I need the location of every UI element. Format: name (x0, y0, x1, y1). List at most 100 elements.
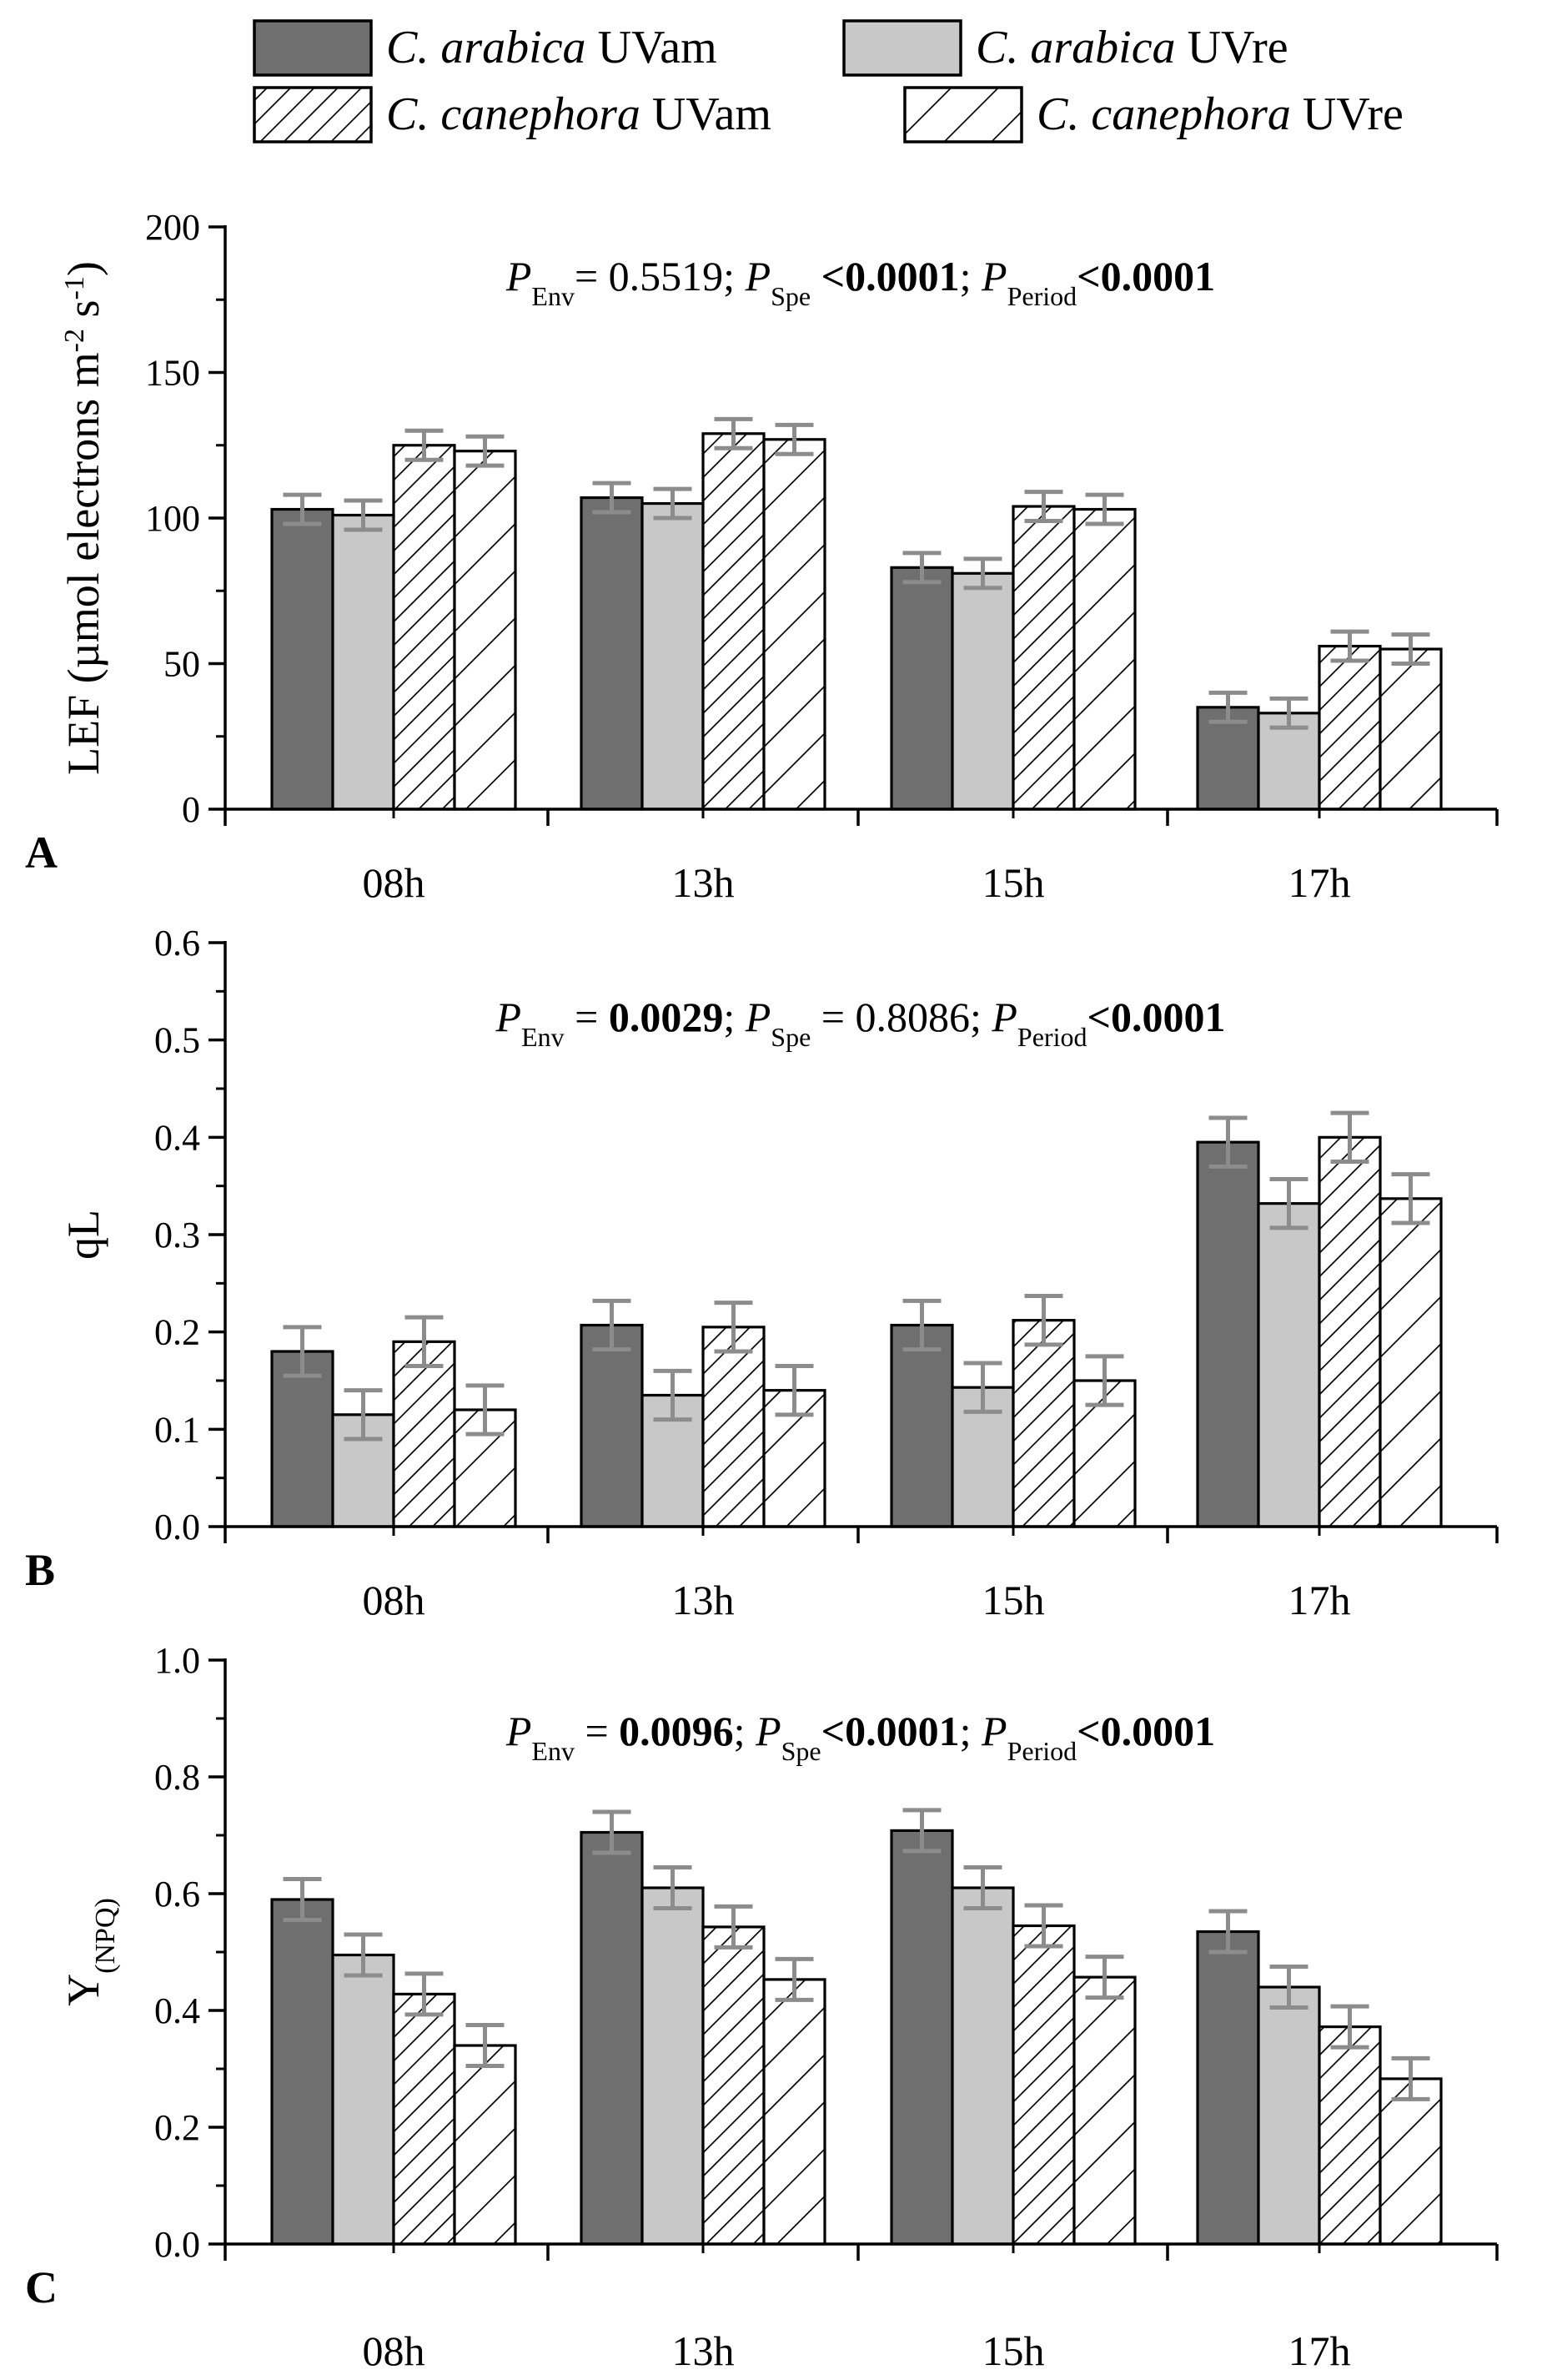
errorbar-cc_am-13h (714, 416, 753, 450)
errorbar-cc_re-17h (1391, 1172, 1430, 1225)
bar-ca_re-13h (640, 1886, 705, 2246)
bar-ca_am-08h (270, 507, 334, 811)
bar-cc_re-13h (762, 438, 826, 811)
errorbar-cc_re-17h (1391, 2055, 1430, 2101)
errorbar-ca_am-15h (902, 1298, 942, 1352)
legend-swatch (903, 86, 1023, 143)
errorbar-ca_re-08h (344, 498, 383, 532)
category-label-13h: 13h (672, 859, 735, 906)
bar-cc_am-13h (701, 1925, 766, 2246)
errorbar-ca_am-15h (902, 1808, 942, 1854)
errorbar-cc_re-08h (465, 1383, 505, 1437)
y-tick-label: 0.2 (154, 2107, 200, 2148)
y-tick-label: 0.6 (154, 923, 200, 964)
legend-item-ca_am: C. arabica UVam (253, 19, 717, 77)
bar-ca_re-15h (951, 1886, 1015, 2246)
errorbar-cc_re-13h (775, 1956, 814, 2002)
bar-ca_re-17h (1257, 1985, 1321, 2246)
errorbar-cc_am-08h (404, 1315, 444, 1368)
category-label-15h: 15h (982, 2327, 1045, 2374)
bar-cc_re-17h (1379, 2077, 1443, 2246)
y-tick-label: 100 (145, 498, 200, 539)
y-tick-label: 150 (145, 353, 200, 394)
errorbar-cc_am-15h (1024, 1903, 1063, 1949)
errorbar-cc_re-15h (1085, 1955, 1124, 2000)
y-tick-label: 50 (163, 644, 200, 685)
bar-ca_re-17h (1257, 1202, 1321, 1528)
bar-ca_am-08h (270, 1898, 334, 2246)
panel-c: 0.0 0.2 0.4 0.6 0.8 1.0 08h 13h 15h 17h C Y(NPQ) PEn… (25, 1640, 1499, 2374)
bar-cc_re-08h (453, 450, 517, 811)
y-tick-label: 0.1 (154, 1409, 200, 1450)
legend-swatch (253, 19, 373, 77)
y-tick-label: 200 (145, 207, 200, 248)
bar-cc_am-13h (701, 432, 766, 811)
errorbar-ca_re-13h (653, 1865, 692, 1910)
errorbar-ca_re-17h (1269, 1177, 1308, 1230)
errorbar-cc_re-15h (1085, 1354, 1124, 1407)
bar-ca_am-13h (580, 1830, 644, 2246)
legend-swatch (253, 86, 373, 143)
errorbar-ca_re-13h (653, 486, 692, 521)
errorbar-cc_am-13h (714, 1301, 753, 1354)
y-tick-label: 0.0 (154, 1507, 200, 1547)
panel-b: 0.0 0.1 0.2 0.3 0.4 0.5 0.6 08h 13h 15h 17h BqL PEnv… (25, 923, 1499, 1623)
errorbar-ca_am-08h (283, 1877, 322, 1922)
panel-letter: C (25, 2262, 58, 2312)
y-axis-title: Y(NPQ) (58, 1898, 121, 2006)
category-label-15h: 15h (982, 1577, 1045, 1623)
category-label-13h: 13h (672, 1577, 735, 1623)
errorbar-ca_am-08h (283, 1325, 322, 1378)
y-tick-label: 0.6 (154, 1874, 200, 1915)
chart-legend: C. arabica UVam C. arabica UVre C. canepho… (253, 19, 1404, 143)
errorbar-ca_re-08h (344, 1932, 383, 1978)
legend-label: C. arabica UVam (386, 22, 717, 73)
bar-ca_re-08h (331, 1953, 395, 2246)
y-tick-label: 1.0 (154, 1640, 200, 1681)
legend-label: C. canephora UVam (386, 88, 771, 140)
errorbar-ca_am-17h (1208, 690, 1248, 724)
legend-label: C. arabica UVre (976, 22, 1288, 73)
y-tick-label: 0.3 (154, 1215, 200, 1255)
errorbar-cc_re-08h (465, 2023, 505, 2068)
legend-item-cc_re: C. canephora UVre (903, 86, 1404, 143)
errorbar-ca_am-13h (592, 1809, 631, 1855)
errorbar-ca_am-17h (1208, 1115, 1248, 1169)
stats-annotation: PEnv= 0.5519; PSpe <0.0001; PPeriod<0.00… (505, 253, 1215, 311)
bar-ca_am-17h (1196, 1930, 1260, 2246)
errorbar-ca_re-13h (653, 1368, 692, 1422)
bar-cc_re-08h (453, 2044, 517, 2246)
bar-ca_re-13h (640, 501, 705, 811)
bar-cc_am-17h (1318, 644, 1382, 811)
stats-annotation: PEnv = 0.0096; PSpe<0.0001; PPeriod<0.00… (505, 1708, 1215, 1766)
category-label-08h: 08h (363, 859, 425, 906)
panel-letter: A (25, 828, 58, 878)
category-label-17h: 17h (1288, 1577, 1351, 1623)
category-label-17h: 17h (1288, 859, 1351, 906)
bar-cc_re-13h (762, 1978, 826, 2246)
category-label-08h: 08h (363, 2327, 425, 2374)
bar-cc_re-15h (1072, 1975, 1137, 2246)
y-axis-title: qL (58, 1210, 108, 1260)
errorbar-ca_re-08h (344, 1388, 383, 1442)
bar-ca_am-08h (270, 1350, 334, 1528)
errorbar-ca_am-13h (592, 481, 631, 515)
errorbar-cc_re-17h (1391, 632, 1430, 666)
bar-cc_am-08h (392, 1992, 456, 2246)
y-tick-label: 0.4 (154, 1117, 200, 1158)
category-label-15h: 15h (982, 859, 1045, 906)
category-label-17h: 17h (1288, 2327, 1351, 2374)
bar-cc_am-15h (1012, 505, 1076, 811)
y-tick-label: 0.5 (154, 1020, 200, 1061)
y-tick-label: 0.0 (154, 2224, 200, 2265)
errorbar-ca_am-17h (1208, 1909, 1248, 1955)
panel-a: 0 50 100 150 200 08h 13h 15h 17h A LEF (µmol elect… (25, 207, 1499, 906)
bar-cc_am-13h (701, 1326, 766, 1528)
bar-ca_am-15h (890, 1829, 954, 2246)
chart-panels: 0 50 100 150 200 08h 13h 15h 17h A LEF (µmol elect… (25, 207, 1499, 2374)
bar-cc_re-15h (1072, 507, 1137, 811)
bar-cc_am-15h (1012, 1924, 1076, 2246)
legend-swatch (842, 19, 962, 77)
y-axis-title: LEF (µmol electrons m-2 s-1) (58, 261, 108, 775)
errorbar-cc_am-08h (404, 428, 444, 462)
